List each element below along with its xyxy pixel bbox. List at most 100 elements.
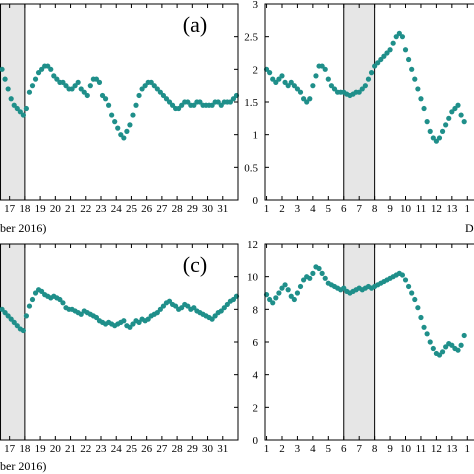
data-point <box>399 34 406 40</box>
data-point <box>288 79 294 85</box>
x-tick-label: 21 <box>65 203 76 215</box>
data-point <box>390 40 396 46</box>
data-point <box>93 314 100 321</box>
data-point <box>307 96 313 102</box>
x-tick-label: 9 <box>387 443 393 455</box>
x-tick-label: 24 <box>111 443 123 455</box>
x-tick-label: 5 <box>326 203 332 215</box>
data-point <box>227 99 233 105</box>
data-point <box>176 105 182 112</box>
x-tick-label: 17 <box>4 443 16 455</box>
data-point <box>96 79 103 85</box>
data-point <box>331 86 338 92</box>
data-point <box>130 112 136 118</box>
x-tick-label: 21 <box>65 443 76 455</box>
data-point <box>139 86 145 92</box>
data-point <box>93 76 100 82</box>
data-point <box>221 305 227 311</box>
data-point <box>69 86 75 92</box>
data-point <box>191 102 197 108</box>
data-point <box>191 305 197 311</box>
y-tick-label: 2 <box>253 64 259 76</box>
x-tick-label: 7 <box>356 203 362 215</box>
data-point <box>341 285 347 291</box>
data-point <box>133 102 139 108</box>
x-tick-label: 22 <box>80 203 91 215</box>
data-point <box>136 92 142 99</box>
data-point <box>209 102 215 108</box>
data-point <box>218 102 224 108</box>
x-tick-label: 6 <box>341 203 347 215</box>
data-point <box>273 295 279 301</box>
data-point <box>276 76 282 82</box>
x-tick-label: 12 <box>431 443 442 455</box>
data-point <box>365 76 372 82</box>
data-point <box>23 105 30 112</box>
data-point <box>297 89 304 95</box>
data-point <box>356 89 362 95</box>
data-point <box>124 128 130 134</box>
plot-frame <box>0 243 239 441</box>
x-tick-label: 20 <box>50 203 62 215</box>
data-point <box>424 331 430 337</box>
data-point <box>157 89 163 95</box>
y-tick-label: 1.5 <box>244 97 258 109</box>
data-point <box>215 99 221 105</box>
data-point <box>378 56 384 63</box>
data-point <box>439 128 446 134</box>
data-point <box>78 86 84 92</box>
data-point <box>127 324 133 330</box>
data-point <box>0 66 5 72</box>
data-point <box>406 283 412 290</box>
data-point <box>449 342 455 348</box>
data-point <box>415 305 421 311</box>
x-tick-label: 1 <box>264 203 270 215</box>
data-point <box>285 83 291 89</box>
data-point <box>51 73 57 79</box>
x-tick-label: 11 <box>416 203 427 215</box>
data-point <box>279 73 285 79</box>
panel-2: 17 18 19 20 21 22 23 24 25 26 27 28 29 30 31 (c) ber 201… <box>0 243 240 473</box>
x-tick-label: 25 <box>126 203 138 215</box>
data-point <box>48 66 54 72</box>
x-tick-label: 10 <box>400 443 412 455</box>
data-point <box>45 63 51 69</box>
data-point <box>322 275 328 281</box>
data-point <box>35 70 42 76</box>
x-tick-label: 26 <box>141 443 153 455</box>
data-point <box>301 96 307 102</box>
data-point <box>304 99 310 105</box>
data-point <box>301 277 307 283</box>
plot-frame <box>264 3 474 201</box>
y-tick-label: 4 <box>253 370 259 382</box>
x-axis-label: ber 2016) <box>0 221 46 235</box>
data-point <box>78 311 84 317</box>
data-point <box>185 99 191 105</box>
x-axis-label: D <box>465 221 474 235</box>
x-tick-label: 12 <box>431 203 442 215</box>
data-point <box>325 76 331 82</box>
data-point <box>307 275 313 281</box>
data-point <box>109 112 115 118</box>
data-point <box>154 86 160 92</box>
data-point <box>20 327 26 334</box>
data-point <box>106 102 112 108</box>
data-point <box>461 332 467 339</box>
x-tick-label: 1 <box>465 203 471 215</box>
data-point <box>443 122 449 128</box>
x-tick-label: 6 <box>341 443 347 455</box>
data-point <box>279 285 285 291</box>
data-point <box>396 30 402 36</box>
y-tick-label: 12 <box>247 239 258 251</box>
data-point <box>455 347 461 353</box>
x-tick-label: 4 <box>310 443 316 455</box>
x-tick-label: 27 <box>156 443 168 455</box>
data-point <box>412 296 418 303</box>
data-point <box>316 265 322 272</box>
x-tick-label: 30 <box>202 203 214 215</box>
data-point <box>26 303 33 309</box>
data-point <box>20 112 26 118</box>
y-tick-label: 2.5 <box>244 32 258 44</box>
data-point <box>32 76 39 82</box>
